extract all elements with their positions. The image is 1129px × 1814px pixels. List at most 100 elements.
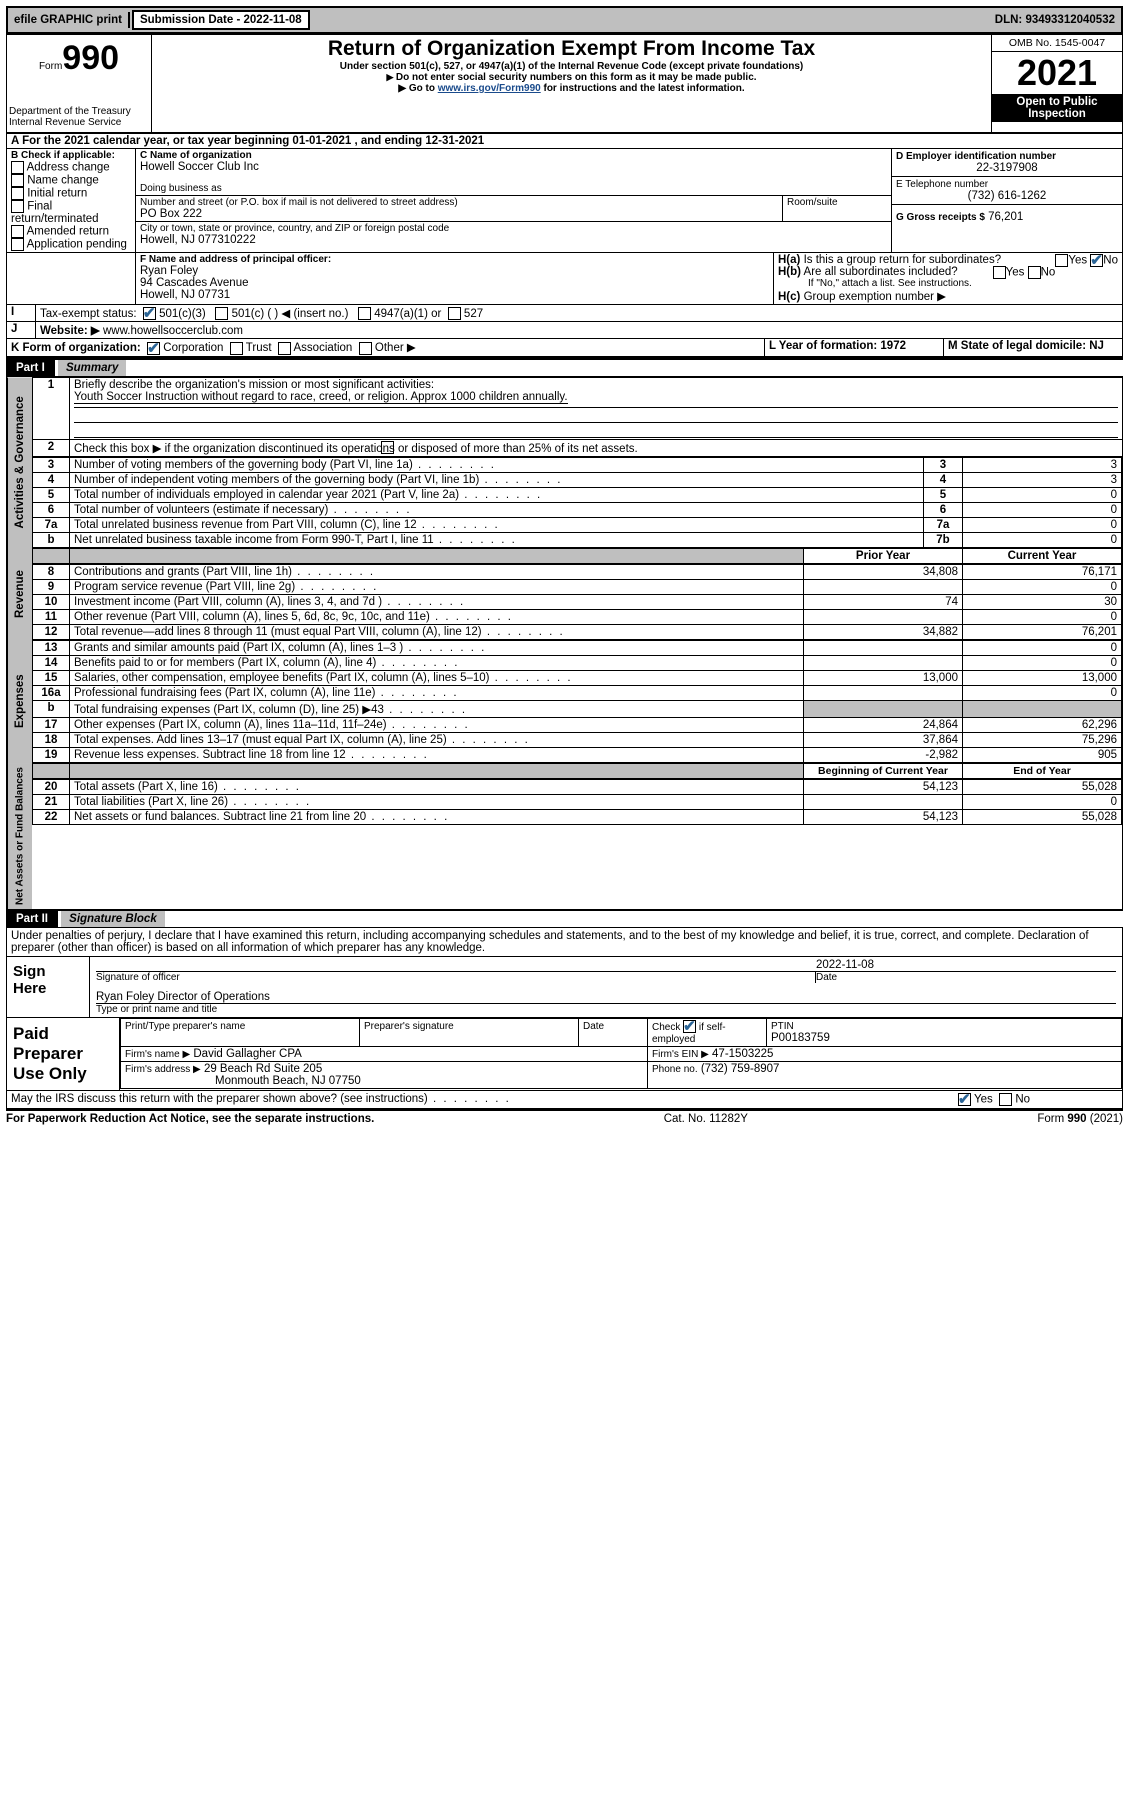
prior-val: 54,123 [804, 780, 963, 795]
line-num: b [33, 701, 70, 718]
firm-addr1: 29 Beach Rd Suite 205 [204, 1063, 322, 1075]
tab-governance: Activities & Governance [7, 377, 32, 548]
current-val: 76,171 [963, 565, 1122, 580]
line-num: 16a [33, 686, 70, 701]
addr-label: Number and street (or P.O. box if mail i… [140, 197, 778, 208]
line-text: Total assets (Part X, line 16) [70, 780, 804, 795]
k-corp[interactable] [147, 342, 160, 355]
line-text: Other revenue (Part VIII, column (A), li… [70, 610, 804, 625]
declaration: Under penalties of perjury, I declare th… [6, 928, 1123, 957]
b-opt-initial[interactable]: Initial return [11, 187, 131, 200]
line-text: Total revenue—add lines 8 through 11 (mu… [70, 625, 804, 640]
firm-phone: (732) 759-8907 [701, 1063, 780, 1075]
current-val: 0 [963, 641, 1122, 656]
j-letter: J [7, 322, 36, 338]
current-val: 75,296 [963, 733, 1122, 748]
line-num: 15 [33, 671, 70, 686]
b-opt-amended[interactable]: Amended return [11, 225, 131, 238]
line-box: 5 [924, 488, 963, 503]
e-label: E Telephone number [896, 179, 1118, 190]
b-opt-name[interactable]: Name change [11, 174, 131, 187]
line-num: 13 [33, 641, 70, 656]
current-val: 0 [963, 610, 1122, 625]
line-text: Salaries, other compensation, employee b… [70, 671, 804, 686]
line-num: 9 [33, 580, 70, 595]
prior-val [804, 656, 963, 671]
pt-date-label: Date [583, 1021, 604, 1032]
i-501c-check[interactable] [215, 307, 228, 320]
telephone: (732) 616-1262 [896, 190, 1118, 202]
b-opt-final[interactable]: Final return/terminated [11, 200, 131, 225]
form-footer: Form 990 (2021) [1037, 1113, 1123, 1125]
line-text: Benefits paid to or for members (Part IX… [70, 656, 804, 671]
k-label: K Form of organization: [11, 342, 141, 354]
b-opt-address[interactable]: Address change [11, 161, 131, 174]
d-label: D Employer identification number [896, 151, 1118, 162]
form990-link[interactable]: www.irs.gov/Form990 [438, 83, 541, 94]
line-num: 3 [33, 458, 70, 473]
current-val: 76,201 [963, 625, 1122, 640]
submission-date: Submission Date - 2022-11-08 [132, 10, 310, 30]
line-box: 3 [924, 458, 963, 473]
line-val: 0 [963, 503, 1122, 518]
prior-val: 37,864 [804, 733, 963, 748]
line-num: 14 [33, 656, 70, 671]
type-name-label: Type or print name and title [96, 1004, 1116, 1015]
k-assoc[interactable] [278, 342, 291, 355]
discuss-label: May the IRS discuss this return with the… [11, 1093, 428, 1105]
col-begin: Beginning of Current Year [804, 764, 963, 779]
city-state-zip: Howell, NJ 077310222 [140, 234, 887, 246]
j-label: Website: ▶ [40, 325, 100, 337]
i-4947-check[interactable] [358, 307, 371, 320]
b-opt-pending[interactable]: Application pending [11, 238, 131, 251]
line-box: 7a [924, 518, 963, 533]
b-label: B Check if applicable: [11, 150, 131, 161]
catno: Cat. No. 11282Y [374, 1113, 1037, 1125]
l1-text: Youth Soccer Instruction without regard … [74, 391, 568, 404]
line-val: 0 [963, 488, 1122, 503]
line-text: Total fundraising expenses (Part IX, col… [70, 701, 804, 718]
line-text: Total liabilities (Part X, line 26) [70, 795, 804, 810]
tab-revenue: Revenue [7, 548, 32, 640]
line-num: 18 [33, 733, 70, 748]
hc-row: H(c) Group exemption number ▶ [778, 289, 1118, 303]
topbar: efile GRAPHIC print Submission Date - 20… [6, 6, 1123, 34]
col-current: Current Year [963, 549, 1122, 564]
firm-addr-label: Firm's address ▶ [125, 1064, 201, 1075]
f-label: F Name and address of principal officer: [140, 254, 769, 265]
officer-addr1: 94 Cascades Avenue [140, 277, 769, 289]
k-other[interactable] [359, 342, 372, 355]
line-num: 8 [33, 565, 70, 580]
current-val: 0 [963, 580, 1122, 595]
firm-ein: 47-1503225 [712, 1048, 773, 1060]
line-num: 6 [33, 503, 70, 518]
current-val: 13,000 [963, 671, 1122, 686]
g-label: G Gross receipts $ [896, 212, 985, 223]
prior-val [804, 795, 963, 810]
k-trust[interactable] [230, 342, 243, 355]
form-subtitle: Under section 501(c), 527, or 4947(a)(1)… [154, 61, 989, 72]
discuss-yes[interactable] [958, 1093, 971, 1106]
paperwork: For Paperwork Reduction Act Notice, see … [6, 1113, 374, 1125]
i-527-check[interactable] [448, 307, 461, 320]
i-501c3-check[interactable] [143, 307, 156, 320]
part2-title: Signature Block [61, 911, 165, 927]
firm-phone-label: Phone no. [652, 1064, 698, 1075]
sign-here: Sign Here [7, 957, 90, 1017]
discuss-no[interactable] [999, 1093, 1012, 1106]
current-val: 905 [963, 748, 1122, 763]
current-val: 30 [963, 595, 1122, 610]
street-address: PO Box 222 [140, 208, 778, 220]
line-text: Total expenses. Add lines 13–17 (must eq… [70, 733, 804, 748]
l2-text: Check this box ▶ if the organization dis… [70, 439, 1123, 456]
goto-note: ▶ Go to www.irs.gov/Form990 for instruct… [154, 83, 989, 94]
line-box: 7b [924, 533, 963, 548]
col-prior: Prior Year [804, 549, 963, 564]
prior-val: -2,982 [804, 748, 963, 763]
part1-hdr: Part I [6, 360, 55, 376]
current-val: 0 [963, 795, 1122, 810]
line-box: 6 [924, 503, 963, 518]
sig-date-label: Date [815, 972, 1116, 983]
part2-hdr: Part II [6, 911, 58, 927]
line-box: 4 [924, 473, 963, 488]
